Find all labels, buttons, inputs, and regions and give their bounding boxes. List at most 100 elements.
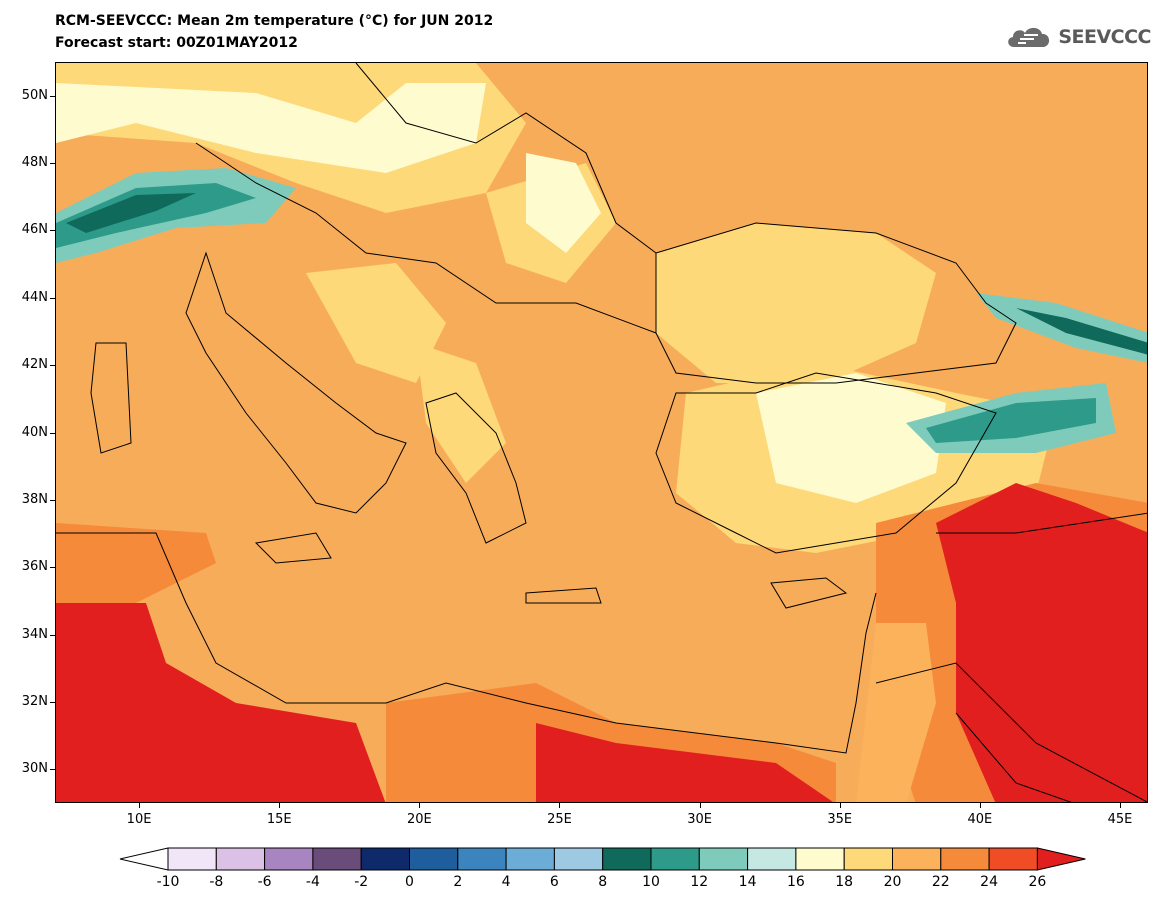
lat-tick <box>50 163 55 165</box>
colorbar-label: -4 <box>305 874 320 890</box>
lat-label: 42N <box>21 357 48 373</box>
field-syria-hot <box>936 483 1147 802</box>
colorbar-swatch <box>215 847 266 871</box>
colorbar-label: 14 <box>738 874 757 890</box>
colorbar-swatch <box>698 847 749 871</box>
colorbar-label: 2 <box>453 874 463 890</box>
colorbar-label: -10 <box>156 874 180 890</box>
colorbar-swatch <box>167 847 217 871</box>
lon-label: 10E <box>126 812 152 827</box>
colorbar-swatch <box>312 847 362 871</box>
lon-label: 15E <box>266 812 292 827</box>
field-africa-coast <box>56 523 216 603</box>
colorbar-label: 18 <box>835 874 854 890</box>
temperature-field <box>56 63 1147 802</box>
field-libya-hot <box>56 603 386 802</box>
colorbar-label: -6 <box>257 874 272 890</box>
colorbar-label: -2 <box>354 874 369 890</box>
colorbar-over-triangle <box>1036 847 1086 871</box>
lon-tick <box>279 803 281 808</box>
lon-tick <box>1119 803 1121 808</box>
lat-label: 44N <box>21 289 48 305</box>
lon-label: 30E <box>687 812 712 827</box>
map-title: RCM-SEEVCCC: Mean 2m temperature (°C) fo… <box>55 13 494 29</box>
field-levant <box>856 623 936 802</box>
lon-label: 20E <box>406 812 432 827</box>
lon-tick <box>139 803 141 808</box>
lon-label: 35E <box>827 812 853 827</box>
field-egypt-hot <box>536 723 834 802</box>
lat-label: 40N <box>21 424 48 440</box>
lon-label: 40E <box>967 812 993 827</box>
lat-tick <box>50 701 55 703</box>
lat-label: 46N <box>21 222 48 238</box>
lon-tick <box>559 803 561 808</box>
colorbar-swatch <box>940 847 990 871</box>
colorbar-swatch <box>795 847 845 871</box>
lat-tick <box>50 297 55 299</box>
colorbar-label: -8 <box>209 874 224 890</box>
logo-text: SEEVCCC <box>1058 26 1151 48</box>
lat-tick <box>50 230 55 232</box>
lat-label: 36N <box>21 559 48 575</box>
colorbar-swatch <box>505 847 555 871</box>
lat-tick <box>50 634 55 636</box>
coastlines <box>56 63 1147 802</box>
temperature-map <box>55 62 1148 803</box>
colorbar-label: 0 <box>405 874 414 890</box>
colorbar-swatch <box>843 847 894 871</box>
field-black-sea <box>656 223 936 383</box>
colorbar-label: 26 <box>1028 874 1047 890</box>
field-alps-coldest <box>66 193 196 233</box>
lon-tick <box>699 803 701 808</box>
field-caucasus-cold <box>1016 308 1147 355</box>
colorbar-swatch <box>457 847 507 871</box>
colorbar-label: 8 <box>598 874 608 890</box>
lat-tick <box>50 365 55 367</box>
cloud-icon <box>1008 27 1050 47</box>
lat-label: 30N <box>21 761 48 777</box>
colorbar-label: 22 <box>931 874 950 890</box>
lat-label: 32N <box>21 693 48 709</box>
lat-label: 34N <box>21 626 48 642</box>
lon-tick <box>419 803 421 808</box>
colorbar-swatch <box>360 847 411 871</box>
lon-label: 45E <box>1107 812 1133 827</box>
colorbar-swatch <box>650 847 700 871</box>
lat-tick <box>50 95 55 97</box>
colorbar-label: 6 <box>549 874 559 890</box>
field-east-anatolia-cold <box>926 398 1096 443</box>
colorbar-under-triangle <box>119 847 169 871</box>
seevccc-logo: SEEVCCC <box>1004 22 1151 52</box>
field-alps-cold <box>56 183 256 248</box>
colorbar-label: 16 <box>786 874 805 890</box>
colorbar-swatch <box>988 847 1038 871</box>
lat-label: 38N <box>21 491 48 507</box>
lat-tick <box>50 432 55 434</box>
lat-label: 48N <box>21 155 48 171</box>
colorbar-swatch <box>892 847 942 871</box>
lon-tick <box>839 803 841 808</box>
lon-tick <box>979 803 981 808</box>
colorbar-label: 12 <box>690 874 709 890</box>
colorbar-swatch <box>264 847 314 871</box>
field-balkans <box>306 263 446 383</box>
colorbar-swatch <box>602 847 652 871</box>
colorbar-label: 10 <box>642 874 660 890</box>
lat-tick <box>50 499 55 501</box>
colorbar-swatch <box>747 847 797 871</box>
lon-label: 25E <box>547 812 572 827</box>
field-greece-north <box>416 343 506 483</box>
colorbar-label: 20 <box>883 874 902 890</box>
lat-label: 50N <box>21 87 48 103</box>
lat-tick <box>50 567 55 569</box>
field-anatolia-pale <box>756 373 946 503</box>
lat-tick <box>50 769 55 771</box>
field-carpathian-pale <box>526 153 601 253</box>
colorbar-swatch <box>409 847 459 871</box>
colorbar-swatch <box>553 847 604 871</box>
field-alps-foothills <box>56 83 486 173</box>
colorbar-label: 24 <box>980 874 998 890</box>
forecast-start-label: Forecast start: 00Z01MAY2012 <box>55 35 298 51</box>
colorbar-label: 4 <box>501 874 511 890</box>
